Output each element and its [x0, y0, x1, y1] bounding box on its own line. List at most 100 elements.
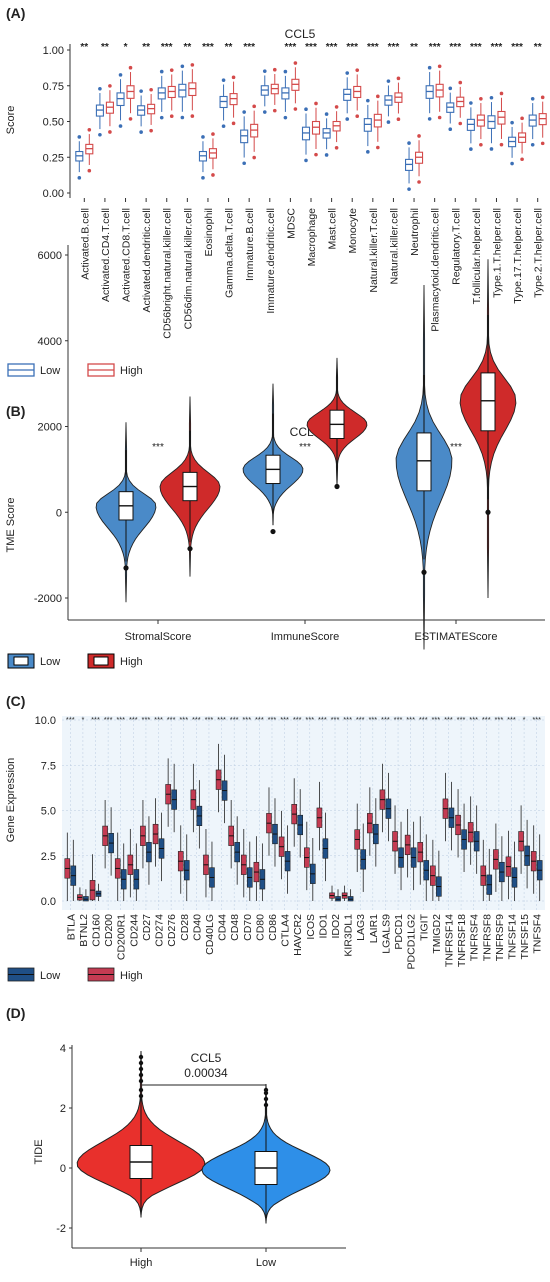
outlier-point — [283, 115, 288, 120]
y-tick-label: 2 — [60, 1103, 66, 1115]
significance-label: *** — [142, 715, 151, 724]
panel-b-plot-area: *** *** *** — [95, 259, 517, 650]
x-tick-label: PDCD1 — [393, 914, 405, 950]
outlier-point — [138, 1078, 144, 1084]
outlier-point — [510, 120, 514, 125]
significance-label: * — [523, 715, 526, 724]
outlier-point — [138, 1066, 144, 1072]
outlier-point — [427, 65, 432, 70]
outlier-point — [211, 173, 215, 177]
plot-background — [62, 716, 545, 910]
x-tick-label: TNFSF14 — [506, 914, 518, 960]
outlier-point — [77, 176, 82, 180]
panel-d-x-axis: High Low — [130, 1248, 276, 1269]
panel-c-y-axis: 0.0 2.5 5.0 7.5 10.0 — [35, 715, 56, 908]
significance-label: *** — [161, 42, 173, 53]
significance-label: *** — [429, 42, 441, 53]
x-tick-label: TNFRSF8 — [481, 914, 493, 961]
significance-label: *** — [419, 715, 428, 724]
panel-d-ylabel: TIDE — [33, 1139, 45, 1164]
significance-label: ** — [80, 42, 88, 53]
significance-label: *** — [268, 715, 277, 724]
x-tick-label: Type.2.T.helper.cell — [533, 208, 545, 298]
significance-label: *** — [491, 42, 503, 53]
significance-label: *** — [394, 715, 403, 724]
outlier-point — [345, 117, 350, 121]
x-tick-label: TNFRSF18 — [456, 914, 468, 967]
panel-b-letter: (B) — [6, 403, 25, 419]
outlier-point — [314, 152, 318, 157]
outlier-point — [128, 65, 133, 70]
outlier-point — [489, 147, 494, 151]
y-tick-label: 0.50 — [43, 117, 64, 129]
outlier-point — [169, 68, 174, 72]
significance-label: *** — [305, 42, 317, 53]
outlier-point — [407, 141, 411, 145]
outlier-point — [270, 528, 276, 535]
significance-label: *** — [532, 715, 541, 724]
panel-c-x-axis: BTLA BTNL2 CD160 CD200 CD200R1 CD244 CD27 CD274… — [65, 913, 543, 969]
legend-high-swatch-box — [93, 656, 109, 666]
significance-label: *** — [356, 715, 365, 724]
outlier-point — [98, 86, 102, 91]
x-tick-label: LAIR1 — [368, 914, 380, 943]
panel-a: (A) CCL5 Score 0.000.250.500.751.00 ** **… — [5, 5, 547, 377]
significance-label: *** — [318, 715, 327, 724]
panel-c-letter: (C) — [6, 693, 25, 709]
significance-label: ** — [183, 42, 191, 53]
y-tick-label: 7.5 — [41, 760, 56, 772]
panel-d-pvalue: 0.00034 — [184, 1066, 228, 1080]
outlier-point — [252, 155, 256, 160]
outlier-point — [530, 96, 535, 101]
significance-label: *** — [343, 715, 352, 724]
outlier-point — [355, 68, 360, 72]
x-tick-label: CD80 — [254, 914, 266, 941]
significance-label: ** — [534, 42, 542, 53]
outlier-point — [458, 80, 463, 85]
significance-label: *** — [230, 715, 239, 724]
x-tick-label: TNFRSF14 — [443, 914, 455, 967]
significance-label: ** — [142, 42, 150, 53]
outlier-point — [458, 121, 463, 126]
x-tick-label: Plasmacytoid.dendritic.cell — [430, 208, 442, 332]
significance-label: *** — [192, 715, 201, 724]
panel-d-y-axis: -2 0 2 4 — [56, 1043, 346, 1249]
significance-label: *** — [494, 715, 503, 724]
significance-label: ** — [410, 42, 418, 53]
x-tick-label: Low — [256, 1257, 276, 1269]
outlier-point — [334, 146, 339, 150]
outlier-point — [366, 98, 370, 103]
significance-label: *** — [444, 715, 453, 724]
x-tick-label: TMIGD2 — [431, 914, 443, 954]
outlier-point — [139, 89, 143, 93]
panel-a-x-axis: Activated.B.cell Activated.CD4.T.cell Acti… — [79, 198, 545, 339]
significance-label: *** — [331, 715, 340, 724]
outlier-point — [417, 180, 421, 184]
x-tick-label: BTNL2 — [78, 914, 90, 947]
outlier-point — [221, 78, 226, 82]
box — [480, 372, 496, 432]
x-tick-label: CD200R1 — [116, 914, 128, 960]
outlier-point — [448, 127, 453, 132]
significance-label: *** — [388, 42, 400, 53]
outlier-point — [263, 1096, 269, 1102]
x-tick-label: Activated.CD4.T.cell — [100, 208, 112, 302]
x-tick-label: CD27 — [141, 914, 153, 941]
legend-high-label: High — [120, 365, 143, 377]
significance-label: *** — [381, 715, 390, 724]
significance-label: *** — [511, 42, 523, 53]
y-tick-label: 6000 — [38, 250, 62, 262]
x-tick-label: CD56dim.natural.killer.cell — [182, 208, 194, 329]
significance-label: *** — [217, 715, 226, 724]
x-tick-label: CD200 — [103, 914, 115, 947]
outlier-point — [469, 147, 473, 151]
significance-label: *** — [152, 442, 164, 453]
x-tick-label: Regulatory.T.cell — [450, 208, 462, 285]
y-tick-label: 0 — [60, 1163, 66, 1175]
outlier-point — [128, 117, 133, 121]
significance-label: *** — [450, 442, 462, 453]
x-tick-label: Activated.B.cell — [79, 208, 91, 280]
x-tick-label: CD40LG — [204, 914, 216, 955]
significance-label: *** — [431, 715, 440, 724]
